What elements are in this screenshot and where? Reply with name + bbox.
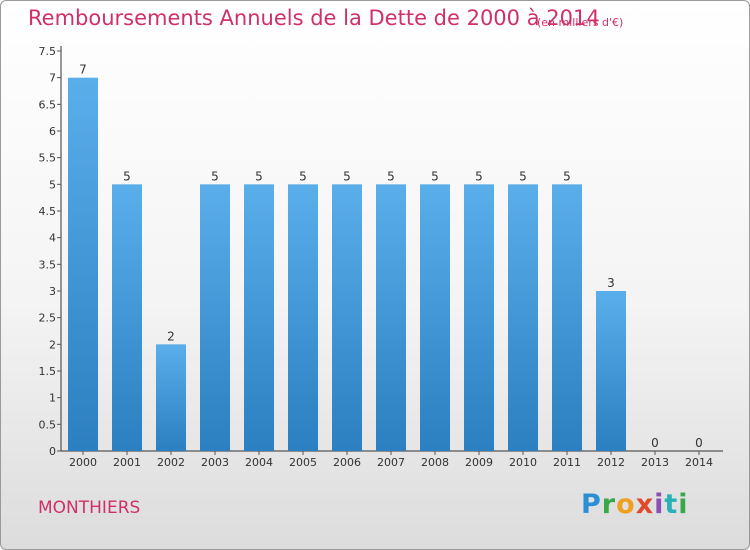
data-label: 5 [123,169,131,183]
bar [68,77,98,452]
x-tick-label: 2002 [157,456,185,469]
logo-letter: x [635,489,655,520]
bar [244,184,274,452]
bar [420,184,450,452]
data-label: 5 [431,169,439,183]
logo-letter: i [678,489,689,520]
x-tick-label: 2010 [509,456,537,469]
y-tick-label: 1.5 [39,365,57,378]
y-tick-label: 6 [49,125,56,138]
y-tick-label: 2.5 [39,312,57,325]
y-tick-label: 0 [49,445,56,458]
x-tick-label: 2004 [245,456,273,469]
data-label: 5 [343,169,351,183]
x-tick-label: 2011 [553,456,581,469]
y-tick-label: 6.5 [39,98,57,111]
data-label: 5 [475,169,483,183]
x-tick-label: 2007 [377,456,405,469]
x-tick-label: 2000 [69,456,97,469]
data-label: 0 [651,436,659,450]
commune-name: MONTHIERS [38,498,141,518]
y-tick-label: 4.5 [39,205,57,218]
x-tick-label: 2005 [289,456,317,469]
data-label: 5 [563,169,571,183]
x-tick-label: 2001 [113,456,141,469]
x-tick-label: 2008 [421,456,449,469]
bar [112,184,142,452]
bar [332,184,362,452]
data-label: 2 [167,329,175,343]
bar [596,291,626,451]
bar [200,184,230,452]
x-tick-label: 2006 [333,456,361,469]
chart-subtitle: (en milliers d'€) [537,16,624,29]
logo-letter: P [581,489,602,520]
logo-letter: r [601,489,617,520]
data-label: 5 [255,169,263,183]
bar [288,184,318,452]
data-label: 5 [387,169,395,183]
x-tick-label: 2013 [641,456,669,469]
data-label: 3 [607,276,615,290]
bars [68,77,626,452]
data-label: 0 [695,436,703,450]
y-tick-label: 5.5 [39,152,57,165]
x-tick-label: 2003 [201,456,229,469]
bar [156,344,186,451]
y-tick-label: 4 [49,232,56,245]
data-labels: 7 5 2 5 5 5 5 5 5 5 5 5 3 0 0 [79,63,703,450]
bar [464,184,494,452]
logo-letter: t [664,489,679,520]
y-tick-label: 3 [49,285,56,298]
y-tick-label: 7.5 [39,45,57,58]
data-label: 5 [299,169,307,183]
x-tick-label: 2012 [597,456,625,469]
axes: 0 0.5 1 1.5 2 2.5 3 3.5 4 4.5 5 5.5 6 6.5 7 7.5 2000 2001… [39,45,723,469]
y-tick-label: 1 [49,392,56,405]
y-tick-label: 5 [49,178,56,191]
bar [508,184,538,452]
x-tick-label: 2009 [465,456,493,469]
chart-title: Remboursements Annuels de la Dette de 20… [28,6,600,30]
bar [552,184,582,452]
y-tick-label: 3.5 [39,258,57,271]
logo-letter: i [654,489,665,520]
data-label: 7 [79,63,87,77]
y-tick-label: 2 [49,338,56,351]
data-label: 5 [519,169,527,183]
bar [376,184,406,452]
proxiti-logo[interactable]: Proxiti [581,489,689,520]
logo-letter: o [616,489,636,520]
y-tick-label: 7 [49,72,56,85]
data-label: 5 [211,169,219,183]
y-tick-label: 0.5 [39,418,57,431]
x-tick-label: 2014 [685,456,713,469]
